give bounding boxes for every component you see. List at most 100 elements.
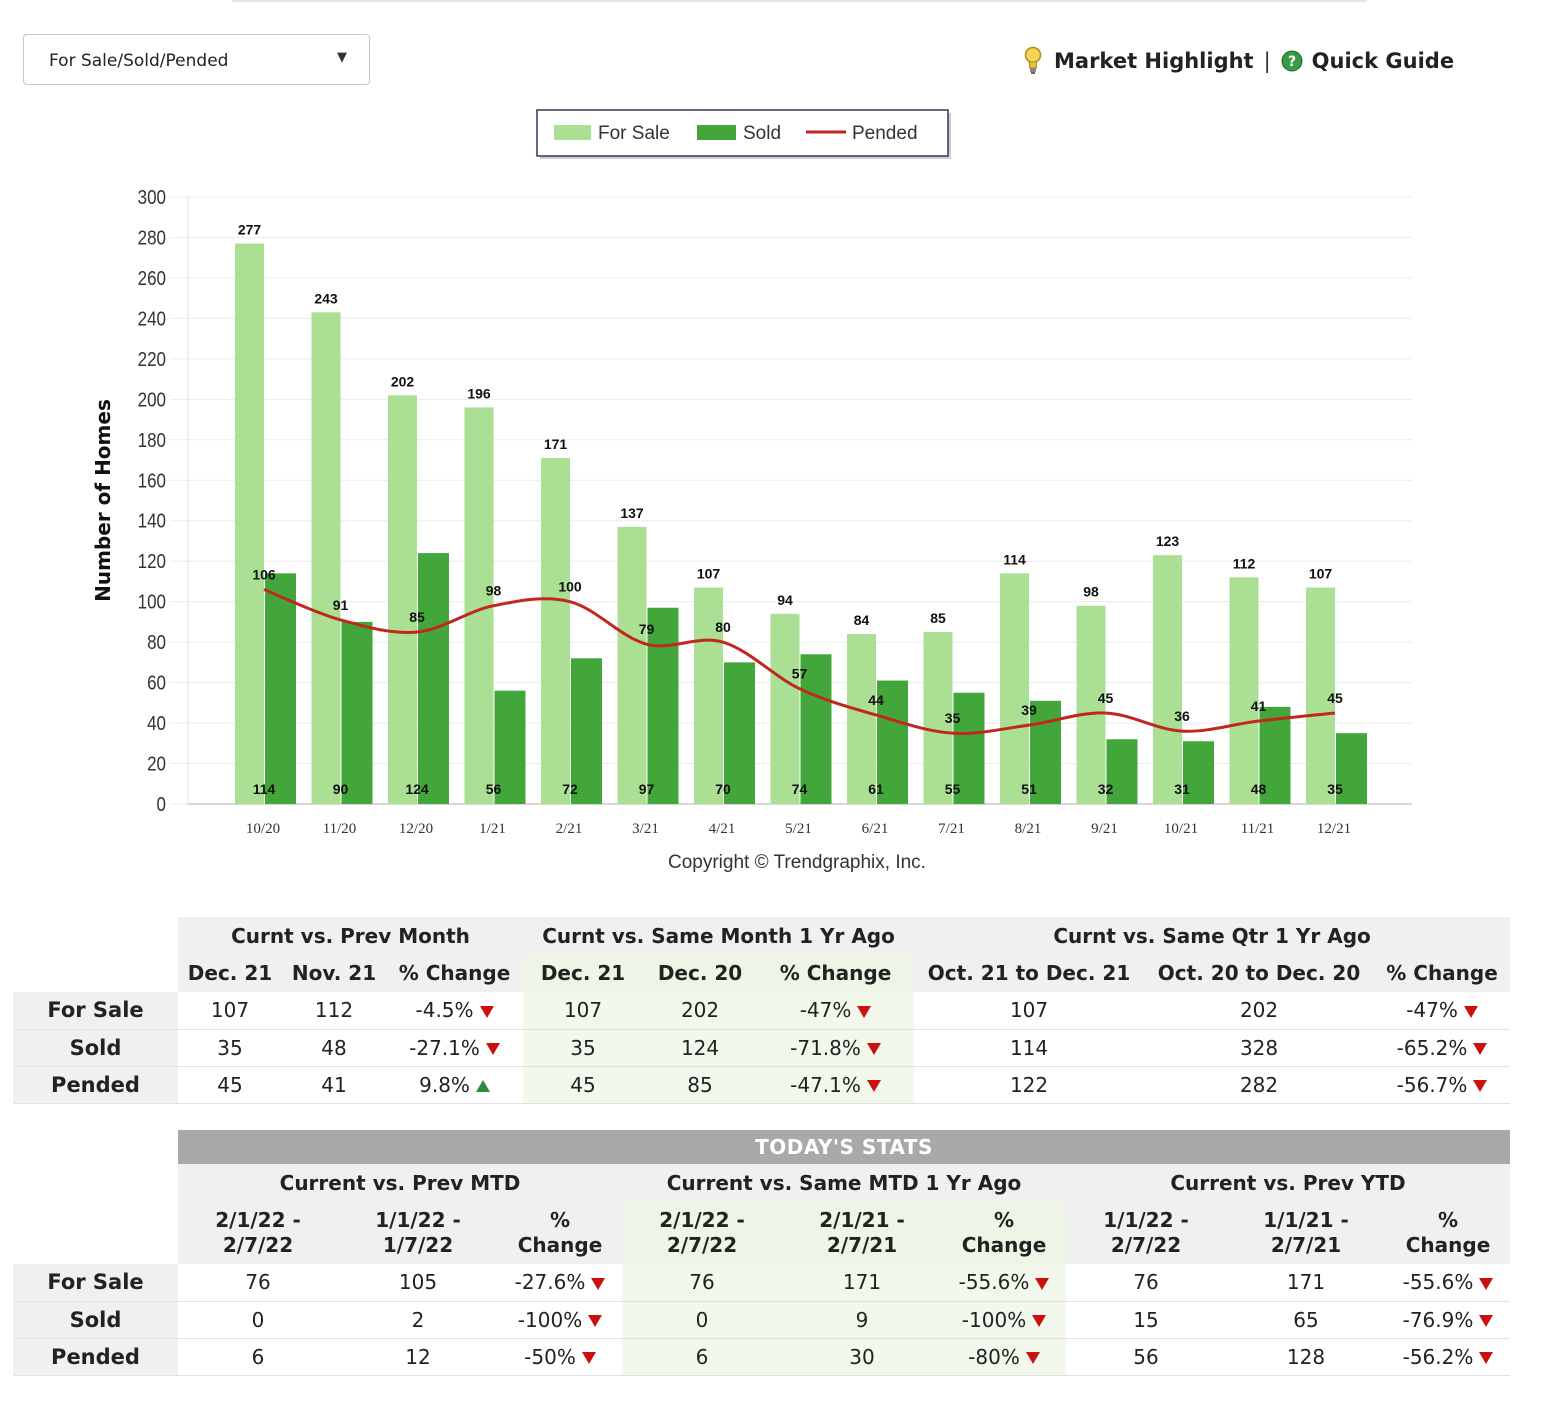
table-cell: 6 [622,1338,782,1376]
for-sale-value-label: 107 [697,566,721,582]
table-cell: 171 [782,1264,942,1302]
pended-value-label: 85 [409,609,425,625]
table-cell: 128 [1226,1338,1386,1376]
pended-value-label: 79 [639,621,655,637]
table-cell: 76 [178,1264,338,1302]
column-header-line: 2/1/22 - [215,1208,301,1232]
for-sale-value-label: 85 [930,610,946,626]
decrease-arrow-icon [1032,1315,1047,1327]
x-tick-label: 5/21 [785,821,812,837]
sold-value-label: 32 [1098,781,1114,797]
table-cell: 48 [282,1029,386,1067]
legend-label-sold: Sold [743,123,781,144]
for-sale-bar [1306,587,1335,804]
decrease-arrow-icon [1479,1277,1494,1290]
y-axis-title: Number of Homes [91,399,115,602]
sold-value-label: 97 [639,781,655,797]
column-header-line: Change [961,1233,1047,1257]
legend-box [536,109,949,157]
decrease-arrow-icon [866,1043,881,1055]
todays-stats-table: TODAY'S STATS Current vs. Prev MTD Curre… [13,1130,1510,1376]
row-label: Pended [13,1338,178,1376]
column-header-line: 1/7/22 [382,1233,454,1257]
column-header-line: 2/7/22 [222,1233,294,1257]
x-tick-label: 11/21 [1241,821,1275,837]
pended-value-label: 98 [486,583,502,599]
table-cell: 2 [338,1301,498,1339]
for-sale-bar [1076,605,1106,804]
decrease-arrow-icon [857,1005,872,1018]
pended-value-label: 100 [558,579,582,595]
for-sale-bar [235,243,264,804]
decrease-arrow-icon [1025,1352,1040,1364]
table-row: Pended 6 12 -50% 6 30 -80% 56 128 -56.2% [13,1338,1510,1376]
group-header: Current vs. Prev MTD [178,1164,622,1202]
for-sale-value-label: 196 [467,385,491,401]
sold-value-label: 70 [715,781,731,797]
table-cell: 41 [282,1066,386,1104]
group-header: Curnt vs. Prev Month [178,917,524,954]
sold-bar [494,690,526,804]
help-circle-icon: ? [1281,50,1303,72]
chart-type-dropdown[interactable]: For Sale/Sold/Pended ▼ [23,34,370,85]
table-cell: -100% [498,1301,622,1339]
table-cell: -27.1% [386,1029,524,1067]
column-header: % Change [942,1202,1066,1264]
y-tick-label: 20 [147,752,166,775]
table-cell: 35 [523,1029,644,1067]
column-header: Nov. 21 [282,954,386,992]
y-tick-label: 100 [138,590,166,613]
column-header: Oct. 20 to Dec. 20 [1144,954,1375,992]
for-sale-bar [1153,555,1182,804]
for-sale-bar [311,312,341,804]
top-divider [232,0,1367,2]
table-row: Sold 0 2 -100% 0 9 -100% 15 65 -76.9% [13,1301,1510,1339]
table-cell: 202 [1144,992,1375,1030]
group-header: Curnt vs. Same Month 1 Yr Ago [523,917,915,954]
sold-value-label: 72 [562,781,578,797]
top-links: Market Highlight | ? Quick Guide [1022,44,1454,78]
table-cell: 6 [178,1338,338,1376]
quick-guide-link[interactable]: Quick Guide [1311,49,1455,73]
for-sale-bar [770,613,800,804]
table-row: For Sale 76 105 -27.6% 76 171 -55.6% 76 171 -55.6… [13,1264,1510,1302]
x-tick-label: 1/21 [479,821,506,837]
market-highlight-link[interactable]: Market Highlight [1054,49,1254,73]
y-tick-label: 200 [138,388,166,411]
sold-value-label: 124 [405,781,429,797]
group-header: Current vs. Prev YTD [1066,1164,1510,1202]
sold-value-label: 31 [1174,781,1190,797]
sold-bar [1106,739,1138,804]
column-header-line: 1/1/22 - [375,1208,461,1232]
table-cell: 107 [178,992,282,1030]
chart-copyright: Copyright © Trendgraphix, Inc. [668,852,926,873]
legend-label-for-sale: For Sale [598,123,670,144]
for-sale-value-label: 243 [314,290,338,306]
x-tick-label: 11/20 [323,821,357,837]
decrease-arrow-icon [1035,1277,1050,1290]
dropdown-arrow-icon: ▼ [337,50,347,65]
decrease-arrow-icon [1473,1080,1488,1092]
x-tick-label: 2/21 [556,821,583,837]
sold-value-label: 35 [1327,781,1343,797]
legend-label-pended: Pended [852,123,918,144]
column-header-line: Change [517,1233,603,1257]
for-sale-bar [847,634,876,804]
column-header: 1/1/21 -2/7/21 [1226,1202,1386,1264]
group-header: Curnt vs. Same Qtr 1 Yr Ago [914,917,1511,954]
y-tick-label: 280 [138,226,166,249]
x-tick-label: 10/20 [246,821,280,837]
pended-value-label: 45 [1327,690,1343,706]
row-label: For Sale [13,992,178,1030]
table-corner [13,917,178,954]
pended-value-label: 41 [1251,698,1267,714]
for-sale-bar [923,632,953,804]
column-header: % Change [1374,954,1511,992]
table-cell: 65 [1226,1301,1386,1339]
column-header-line: 2/7/22 [1110,1233,1182,1257]
table-cell: 76 [622,1264,782,1302]
column-header-line: % [549,1208,571,1232]
table-cell: -47% [757,992,915,1030]
table-cell: 56 [1066,1338,1226,1376]
table-cell: 0 [178,1301,338,1339]
